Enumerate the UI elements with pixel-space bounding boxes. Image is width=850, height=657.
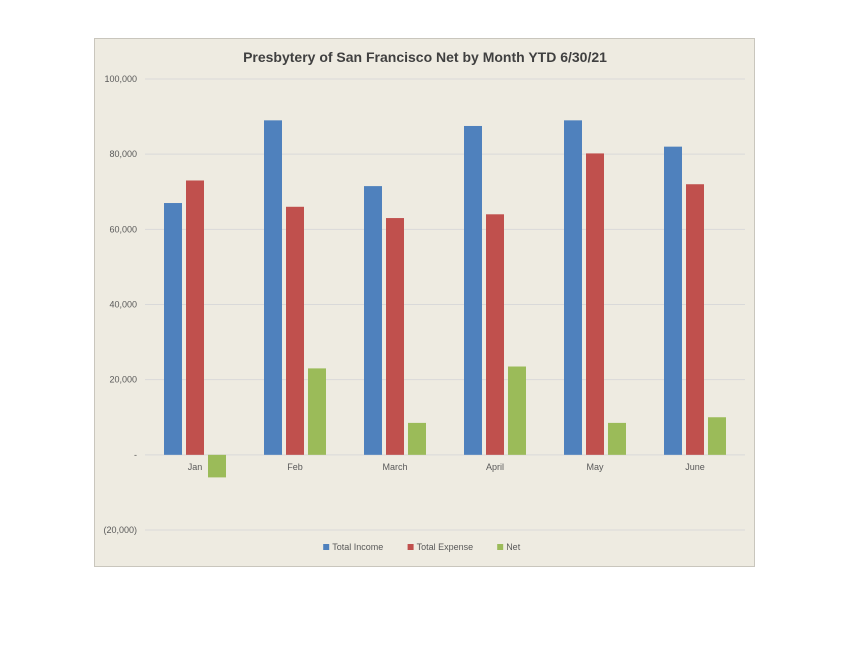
bar-net bbox=[308, 368, 326, 455]
bar-total-income bbox=[464, 125, 482, 455]
bar-total-expense bbox=[386, 218, 404, 455]
x-tick-label: April bbox=[486, 462, 504, 472]
bar-net bbox=[208, 454, 226, 478]
legend-label: Total Expense bbox=[417, 542, 474, 552]
bar-total-expense bbox=[686, 184, 704, 455]
x-tick-label: June bbox=[685, 462, 705, 472]
bar-total-expense bbox=[586, 153, 604, 455]
y-tick-label: 20,000 bbox=[109, 375, 137, 385]
legend-swatch bbox=[323, 544, 330, 550]
y-tick-label: 40,000 bbox=[109, 300, 137, 310]
x-tick-label: May bbox=[586, 462, 604, 472]
x-axis-tick-labels: Jan Feb March April May June bbox=[188, 462, 705, 472]
bar-total-income bbox=[664, 146, 682, 455]
bar-net bbox=[708, 417, 726, 455]
x-tick-label: March bbox=[382, 462, 407, 472]
x-tick-label: Jan bbox=[188, 462, 203, 472]
bar-total-income bbox=[264, 120, 282, 455]
bar-total-expense bbox=[286, 206, 304, 455]
bar-total-income bbox=[364, 186, 382, 455]
chart-frame: Presbytery of San Francisco Net by Month… bbox=[94, 38, 755, 567]
y-tick-label: 60,000 bbox=[109, 224, 137, 234]
bar-total-expense bbox=[486, 214, 504, 455]
legend-label: Net bbox=[506, 542, 521, 552]
chart-title: Presbytery of San Francisco Net by Month… bbox=[243, 49, 607, 65]
bar-total-income bbox=[164, 203, 182, 455]
legend-swatch bbox=[407, 544, 414, 550]
x-tick-label: Feb bbox=[287, 462, 303, 472]
bar-net bbox=[508, 366, 526, 455]
y-tick-label: (20,000) bbox=[103, 525, 137, 535]
legend-swatch bbox=[497, 544, 504, 550]
bar-total-expense bbox=[186, 180, 204, 455]
gridlines bbox=[145, 78, 745, 531]
y-tick-label: 100,000 bbox=[104, 74, 137, 84]
y-tick-label: 80,000 bbox=[109, 149, 137, 159]
bar-net bbox=[408, 422, 426, 455]
bars bbox=[164, 120, 726, 478]
bar-total-income bbox=[564, 120, 582, 455]
legend-label: Total Income bbox=[332, 542, 383, 552]
bar-net bbox=[608, 422, 626, 455]
y-axis-tick-labels: (20,000) - 20,000 40,000 60,000 80,000 100,000 bbox=[103, 74, 137, 535]
bar-chart: Presbytery of San Francisco Net by Month… bbox=[103, 49, 745, 552]
legend: Total Income Total Expense Net bbox=[323, 542, 521, 552]
y-tick-label: - bbox=[134, 450, 137, 460]
